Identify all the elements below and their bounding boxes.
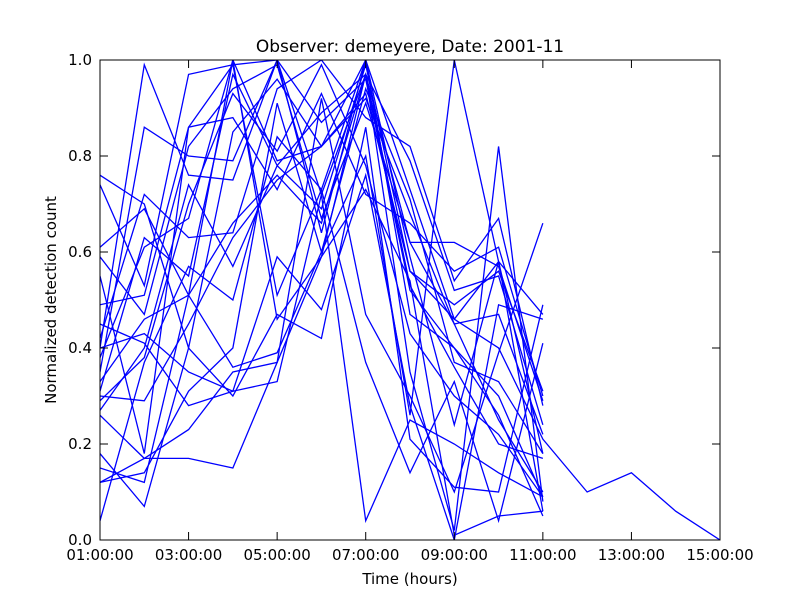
- y-tick-label-4: 0.6: [68, 243, 92, 261]
- y-axis-label: Normalized detection count: [42, 196, 60, 404]
- x-tick-label-5: 09:00:00: [421, 546, 488, 564]
- y-tick-label-6: 1.0: [68, 51, 92, 69]
- y-tick-label-5: 0.8: [68, 147, 92, 165]
- x-tick-label-8: 15:00:00: [686, 546, 753, 564]
- x-tick-label-2: 03:00:00: [155, 546, 222, 564]
- plot-area: [100, 60, 720, 540]
- plot-frame: [99, 59, 721, 541]
- x-tick-label-7: 13:00:00: [598, 546, 665, 564]
- series-line-17: [100, 63, 544, 524]
- x-tick-label-3: 05:00:00: [243, 546, 310, 564]
- series-line-18: [100, 74, 544, 531]
- series-line-9: [100, 72, 544, 460]
- y-tick-label-1: 0.0: [68, 531, 92, 549]
- series-line-3: [100, 63, 544, 402]
- series-line-5: [100, 60, 544, 406]
- series-line-23: [100, 60, 544, 416]
- x-tick-label-4: 07:00:00: [332, 546, 399, 564]
- series-line-12: [100, 92, 544, 512]
- series-line-4: [100, 92, 544, 397]
- chart-title: Observer: demeyere, Date: 2001-11: [256, 37, 564, 57]
- series-line-8: [100, 60, 720, 540]
- y-tick-label-3: 0.4: [68, 339, 92, 357]
- series-line-22: [100, 172, 544, 540]
- x-tick-label-1: 01:00:00: [66, 546, 133, 564]
- tick-layer: 01:00:00 03:00:00 05:00:00 07:00:00 09:00:00…: [66, 51, 753, 564]
- series-line-10: [100, 63, 544, 498]
- y-tick-label-2: 0.2: [68, 435, 92, 453]
- series-layer: [100, 60, 720, 540]
- x-tick-label-6: 11:00:00: [509, 546, 576, 564]
- series-line-19: [100, 127, 544, 508]
- x-axis-label: Time (hours): [361, 570, 457, 588]
- series-line-13: [100, 71, 544, 493]
- series-line-21: [100, 98, 544, 494]
- series-line-20: [100, 194, 544, 524]
- series-line-2: [100, 60, 544, 498]
